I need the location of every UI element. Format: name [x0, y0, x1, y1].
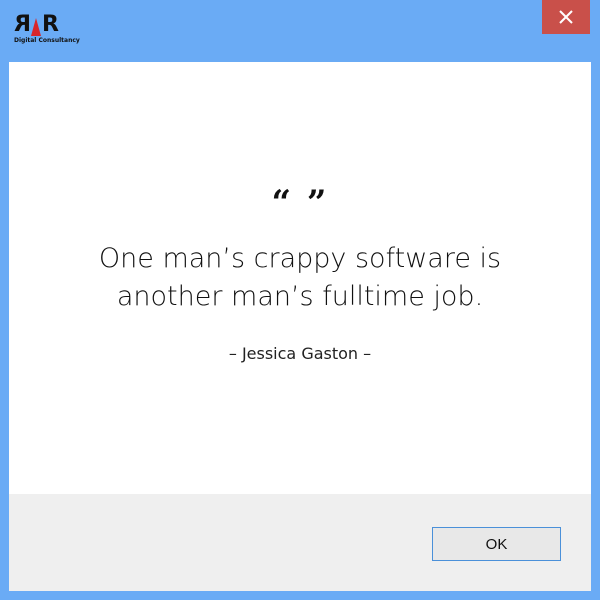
logo-letter: R — [41, 12, 59, 37]
logo-mark: R R — [14, 12, 59, 37]
quote-author: – Jessica Gaston – — [228, 344, 372, 363]
close-button[interactable] — [542, 0, 590, 34]
logo-subtitle: Digital Consultancy — [14, 37, 80, 44]
ok-button[interactable]: OK — [432, 527, 561, 561]
company-logo: R R Digital Consultancy — [14, 12, 80, 48]
quote-panel: “ ” One man’s crappy software is another… — [9, 62, 591, 494]
logo-letter-mirrored: R — [14, 12, 31, 37]
close-icon — [558, 9, 574, 25]
quote-line: another man’s fulltime job. — [116, 281, 484, 312]
logo-wedge-icon — [30, 18, 41, 36]
quote-line: One man’s crappy software is — [98, 243, 502, 274]
title-bar[interactable]: R R Digital Consultancy — [0, 0, 600, 60]
dialog-footer: OK — [9, 494, 591, 591]
quote-marks-icon: “ ” — [271, 183, 329, 223]
quote-text: One man’s crappy software is another man… — [9, 240, 591, 316]
